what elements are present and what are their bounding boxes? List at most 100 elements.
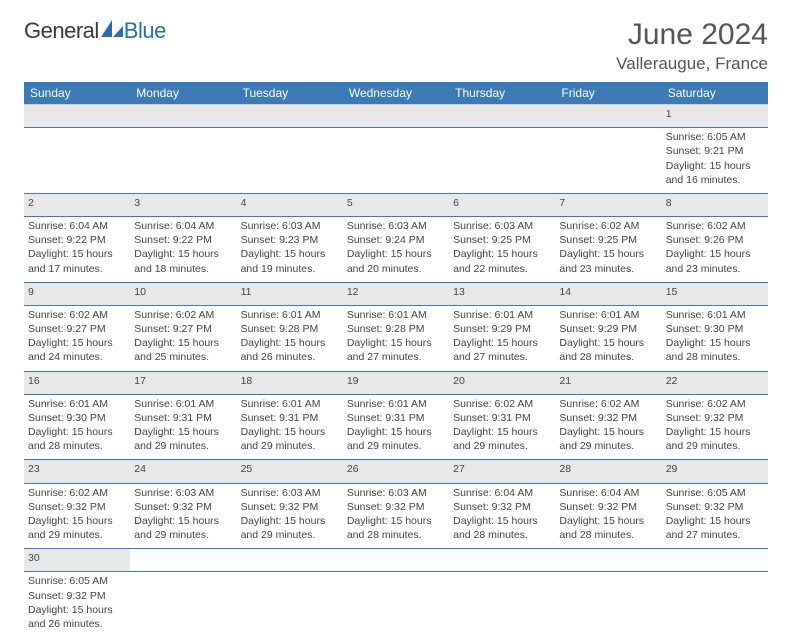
day-number-cell: [237, 549, 343, 572]
title-block: June 2024 Valleraugue, France: [616, 18, 768, 74]
sunrise-line: Sunrise: 6:01 AM: [28, 397, 126, 411]
day-detail-cell: Sunrise: 6:02 AMSunset: 9:31 PMDaylight:…: [449, 394, 555, 460]
day-detail-cell: [555, 572, 661, 637]
day-number-cell: 11: [237, 282, 343, 305]
sunset-line: Sunset: 9:23 PM: [241, 233, 339, 247]
day-detail-cell: [237, 128, 343, 194]
day-number-cell: 5: [343, 193, 449, 216]
sunset-line: Sunset: 9:32 PM: [559, 411, 657, 425]
sunrise-line: Sunrise: 6:03 AM: [453, 219, 551, 233]
sunset-line: Sunset: 9:32 PM: [666, 411, 764, 425]
day-number-row: 30: [24, 549, 768, 572]
weekday-header: Wednesday: [343, 82, 449, 105]
day-number-cell: 4: [237, 193, 343, 216]
daylight-line: Daylight: 15 hours and 28 minutes.: [666, 336, 764, 364]
sunrise-line: Sunrise: 6:03 AM: [134, 486, 232, 500]
weekday-header-row: SundayMondayTuesdayWednesdayThursdayFrid…: [24, 82, 768, 105]
sunrise-line: Sunrise: 6:05 AM: [28, 574, 126, 588]
weekday-header: Tuesday: [237, 82, 343, 105]
day-number-cell: 20: [449, 371, 555, 394]
day-detail-cell: [237, 572, 343, 637]
day-detail-cell: Sunrise: 6:05 AMSunset: 9:32 PMDaylight:…: [662, 483, 768, 549]
day-detail-cell: Sunrise: 6:03 AMSunset: 9:23 PMDaylight:…: [237, 217, 343, 283]
day-number-cell: 25: [237, 460, 343, 483]
daylight-line: Daylight: 15 hours and 20 minutes.: [347, 247, 445, 275]
daylight-line: Daylight: 15 hours and 29 minutes.: [241, 514, 339, 542]
day-detail-cell: Sunrise: 6:01 AMSunset: 9:29 PMDaylight:…: [555, 305, 661, 371]
sunset-line: Sunset: 9:25 PM: [453, 233, 551, 247]
day-detail-cell: Sunrise: 6:01 AMSunset: 9:30 PMDaylight:…: [662, 305, 768, 371]
sunrise-line: Sunrise: 6:01 AM: [347, 397, 445, 411]
logo-sail-icon: [101, 18, 123, 44]
day-detail-cell: Sunrise: 6:02 AMSunset: 9:32 PMDaylight:…: [555, 394, 661, 460]
daylight-line: Daylight: 15 hours and 27 minutes.: [666, 514, 764, 542]
weekday-header: Monday: [130, 82, 236, 105]
day-detail-cell: [449, 572, 555, 637]
sunrise-line: Sunrise: 6:05 AM: [666, 130, 764, 144]
day-detail-cell: Sunrise: 6:01 AMSunset: 9:28 PMDaylight:…: [343, 305, 449, 371]
sunset-line: Sunset: 9:30 PM: [666, 322, 764, 336]
daylight-line: Daylight: 15 hours and 18 minutes.: [134, 247, 232, 275]
sunrise-line: Sunrise: 6:01 AM: [347, 308, 445, 322]
sunrise-line: Sunrise: 6:01 AM: [453, 308, 551, 322]
daylight-line: Daylight: 15 hours and 29 minutes.: [134, 425, 232, 453]
day-number-cell: [555, 549, 661, 572]
daylight-line: Daylight: 15 hours and 29 minutes.: [453, 425, 551, 453]
sunset-line: Sunset: 9:32 PM: [28, 500, 126, 514]
day-number-cell: 30: [24, 549, 130, 572]
daylight-line: Daylight: 15 hours and 28 minutes.: [28, 425, 126, 453]
day-number-cell: 13: [449, 282, 555, 305]
daylight-line: Daylight: 15 hours and 23 minutes.: [666, 247, 764, 275]
day-detail-cell: [130, 128, 236, 194]
sunrise-line: Sunrise: 6:03 AM: [347, 219, 445, 233]
day-detail-cell: Sunrise: 6:03 AMSunset: 9:32 PMDaylight:…: [130, 483, 236, 549]
sunrise-line: Sunrise: 6:02 AM: [28, 308, 126, 322]
day-detail-cell: Sunrise: 6:05 AMSunset: 9:21 PMDaylight:…: [662, 128, 768, 194]
day-detail-cell: Sunrise: 6:05 AMSunset: 9:32 PMDaylight:…: [24, 572, 130, 637]
day-detail-row: Sunrise: 6:04 AM Sunset: 9:22 PM Daylight:…: [24, 217, 768, 283]
sunrise-line: Sunrise: 6:04 AM: [134, 219, 232, 233]
day-number-cell: 16: [24, 371, 130, 394]
day-detail-cell: Sunrise: 6:03 AMSunset: 9:25 PMDaylight:…: [449, 217, 555, 283]
sunset-line: Sunset: 9:22 PM: [28, 233, 126, 247]
sunrise-line: Sunrise: 6:02 AM: [28, 486, 126, 500]
daylight-line: Daylight: 15 hours and 24 minutes.: [28, 336, 126, 364]
day-number-cell: [130, 549, 236, 572]
daylight-line: Daylight: 15 hours and 29 minutes.: [666, 425, 764, 453]
day-number-cell: [24, 105, 130, 128]
daylight-line: Daylight: 15 hours and 28 minutes.: [453, 514, 551, 542]
daylight-line: Daylight: 15 hours and 29 minutes.: [28, 514, 126, 542]
day-number-cell: 10: [130, 282, 236, 305]
day-number-cell: 6: [449, 193, 555, 216]
sunrise-line: Sunrise: 6:01 AM: [559, 308, 657, 322]
day-number-cell: 8: [662, 193, 768, 216]
day-number-cell: 24: [130, 460, 236, 483]
sunrise-line: Sunrise: 6:01 AM: [134, 397, 232, 411]
day-number-cell: 22: [662, 371, 768, 394]
daylight-line: Daylight: 15 hours and 28 minutes.: [559, 514, 657, 542]
calendar-table: SundayMondayTuesdayWednesdayThursdayFrid…: [24, 82, 768, 637]
sunset-line: Sunset: 9:31 PM: [347, 411, 445, 425]
day-number-cell: [237, 105, 343, 128]
day-number-cell: 1: [662, 105, 768, 128]
day-detail-cell: Sunrise: 6:04 AMSunset: 9:32 PMDaylight:…: [555, 483, 661, 549]
weekday-header: Friday: [555, 82, 661, 105]
daylight-line: Daylight: 15 hours and 27 minutes.: [453, 336, 551, 364]
day-number-cell: 26: [343, 460, 449, 483]
day-detail-cell: Sunrise: 6:03 AMSunset: 9:24 PMDaylight:…: [343, 217, 449, 283]
day-detail-cell: [555, 128, 661, 194]
sunrise-line: Sunrise: 6:02 AM: [453, 397, 551, 411]
day-detail-row: Sunrise: 6:05 AMSunset: 9:21 PMDaylight:…: [24, 128, 768, 194]
header: General Blue June 2024 Valleraugue, Fran…: [24, 18, 768, 74]
daylight-line: Daylight: 15 hours and 29 minutes.: [241, 425, 339, 453]
sunrise-line: Sunrise: 6:01 AM: [241, 397, 339, 411]
sunset-line: Sunset: 9:32 PM: [347, 500, 445, 514]
sunrise-line: Sunrise: 6:01 AM: [241, 308, 339, 322]
logo: General Blue: [24, 18, 166, 44]
sunrise-line: Sunrise: 6:03 AM: [241, 219, 339, 233]
sunset-line: Sunset: 9:24 PM: [347, 233, 445, 247]
sunrise-line: Sunrise: 6:03 AM: [347, 486, 445, 500]
daylight-line: Daylight: 15 hours and 28 minutes.: [559, 336, 657, 364]
sunset-line: Sunset: 9:21 PM: [666, 144, 764, 158]
daylight-line: Daylight: 15 hours and 25 minutes.: [134, 336, 232, 364]
